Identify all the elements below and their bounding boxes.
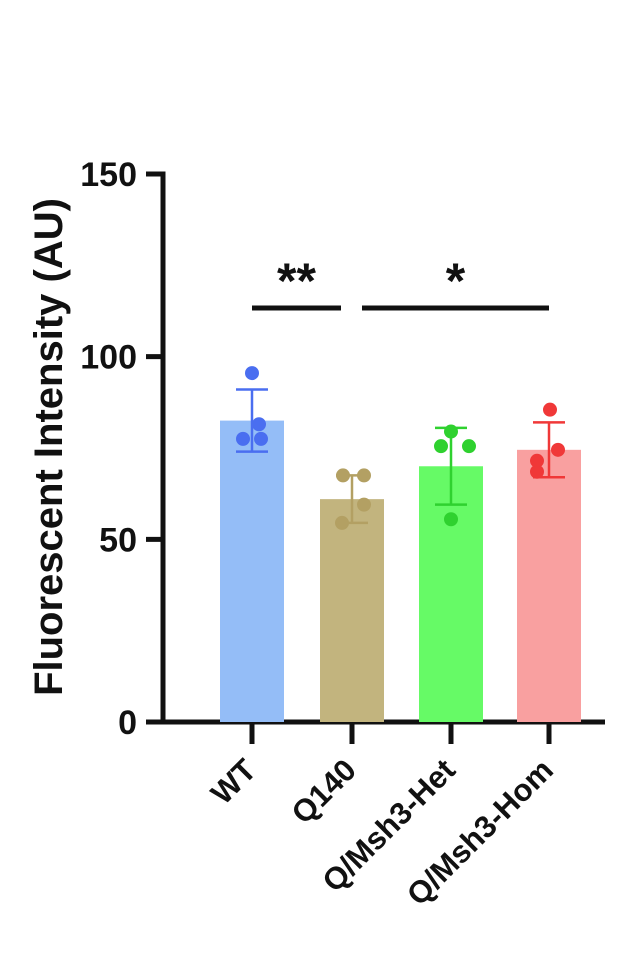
category-label: Q140 [285,752,363,830]
x-ticks [249,722,552,744]
significance-label: * [446,253,466,309]
data-point [252,417,266,432]
data-point [444,424,458,439]
significance-annotations: ** * [252,253,549,311]
bar-q140 [320,499,384,722]
data-point [357,497,371,512]
data-point [357,468,371,483]
y-axis-title: Fluorescent Intensity (AU) [27,198,71,696]
y-tick-label: 50 [99,521,137,559]
y-tick-label: 100 [80,339,137,377]
y-ticks: 0 50 100 150 [80,156,163,742]
bar-q-msh3-het [419,466,483,722]
data-point [530,464,544,479]
data-point [551,442,565,457]
bars [220,420,581,722]
data-point [336,468,350,483]
error-bars [236,388,565,525]
y-tick-label: 150 [80,156,137,194]
y-tick-label: 0 [118,704,137,742]
significance-label: ** [277,253,316,309]
data-point [236,431,250,446]
data-point [434,439,448,454]
data-point [543,402,557,417]
data-point [254,431,268,446]
data-point [335,515,349,530]
data-point [444,512,458,527]
data-point [245,366,259,381]
bar-q-msh3-hom [517,449,581,722]
data-point [462,439,476,454]
bar-wt [220,420,284,722]
data-points [236,366,565,530]
category-label: WT [204,752,263,811]
